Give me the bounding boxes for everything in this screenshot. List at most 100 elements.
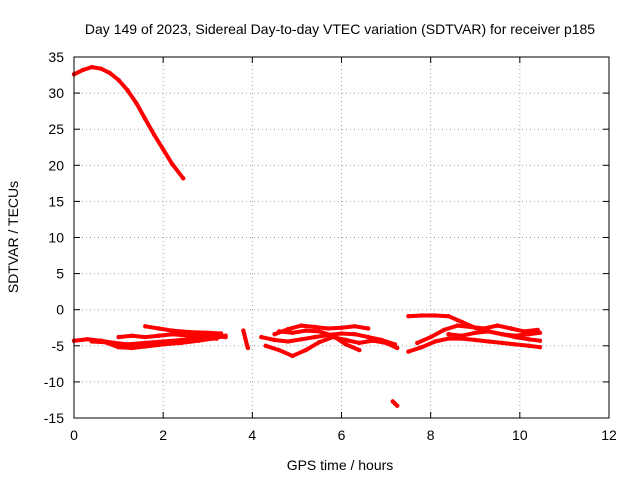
data-point [357,347,362,353]
data-point [395,403,400,408]
data-point [107,70,112,76]
data-point [446,336,451,341]
data-point [370,338,375,343]
data-point [473,337,478,343]
data-point [80,67,86,73]
data-point [499,340,505,346]
x-tick-label: 6 [338,427,346,443]
series-arc4 [116,332,228,340]
data-point [495,323,500,328]
y-axis-label: SDTVAR / TECUs [5,181,21,293]
data-point [181,176,186,181]
data-point [134,101,139,106]
data-point [343,337,349,343]
data-point [486,329,491,334]
data-point [352,332,358,337]
x-tick-labels: 0 2 4 6 8 10 12 [70,427,617,443]
data-point [241,328,246,333]
data-point [508,326,514,331]
data-point [245,345,251,351]
data-point [285,339,291,344]
data-point [223,334,228,340]
data-point [152,132,157,138]
y-tick-label: -15 [44,410,64,426]
data-point [242,332,247,337]
x-axis-label: GPS time / hours [287,457,394,473]
series-arc1 [72,65,186,181]
data-point [537,330,543,335]
data-point [143,340,148,346]
data-point [357,340,362,346]
data-point [156,326,161,331]
data-point [441,327,447,333]
y-tick-label: 25 [48,121,64,137]
y-tick-label: 15 [48,193,64,209]
data-point [459,319,465,325]
data-point [169,328,175,333]
data-point [432,313,438,318]
y-tick-label: 35 [48,49,64,65]
x-tick-label: 2 [159,427,167,443]
data-point [276,347,282,353]
data-point [169,161,175,167]
data-point [178,340,184,346]
y-tick-label: 10 [48,230,64,246]
data-point [116,345,121,350]
data-point [482,326,487,331]
data-point [522,329,527,334]
data-point [187,329,193,335]
data-point [98,66,104,71]
data-point [486,339,491,344]
data-point [143,344,148,349]
data-point [169,332,175,337]
data-point [312,324,317,330]
data-point [143,116,148,122]
data-point [352,324,358,329]
data-point [187,333,193,338]
data-point [513,342,518,347]
data-point [406,349,411,354]
data-point [161,147,166,152]
y-tick-label: 30 [48,85,64,101]
data-point [455,323,460,328]
grid [74,57,609,418]
data-point [89,64,95,70]
data-point [526,343,531,348]
data-point [272,332,277,337]
data-point [89,339,95,344]
x-tick-label: 12 [601,427,617,443]
y-tick-label: -5 [52,338,65,354]
data-point [419,313,424,318]
data-point [259,334,264,340]
data-point [218,331,224,336]
data-point [526,332,531,337]
data-point [395,345,400,351]
data-point [537,338,543,343]
data-point [415,340,420,346]
data-point [428,334,433,340]
data-point [85,337,90,342]
data-point [366,326,371,331]
y-tick-label: 5 [56,266,64,282]
data-point [243,339,249,344]
x-tick-label: 8 [427,427,435,443]
data-point [303,347,308,353]
data-point [459,333,465,338]
data-point [446,332,451,337]
data-point [526,337,531,342]
data-point [499,332,505,337]
series-arc14 [415,323,540,345]
data-series [71,64,543,408]
data-point [406,314,411,319]
data-point [276,329,282,334]
y-tick-label: -10 [44,374,64,390]
data-point [290,330,295,335]
data-point [143,324,148,329]
data-point [299,337,304,342]
data-point [446,314,451,319]
x-tick-label: 10 [512,427,528,443]
data-point [156,333,161,338]
data-point [419,345,424,350]
data-point [272,337,277,343]
